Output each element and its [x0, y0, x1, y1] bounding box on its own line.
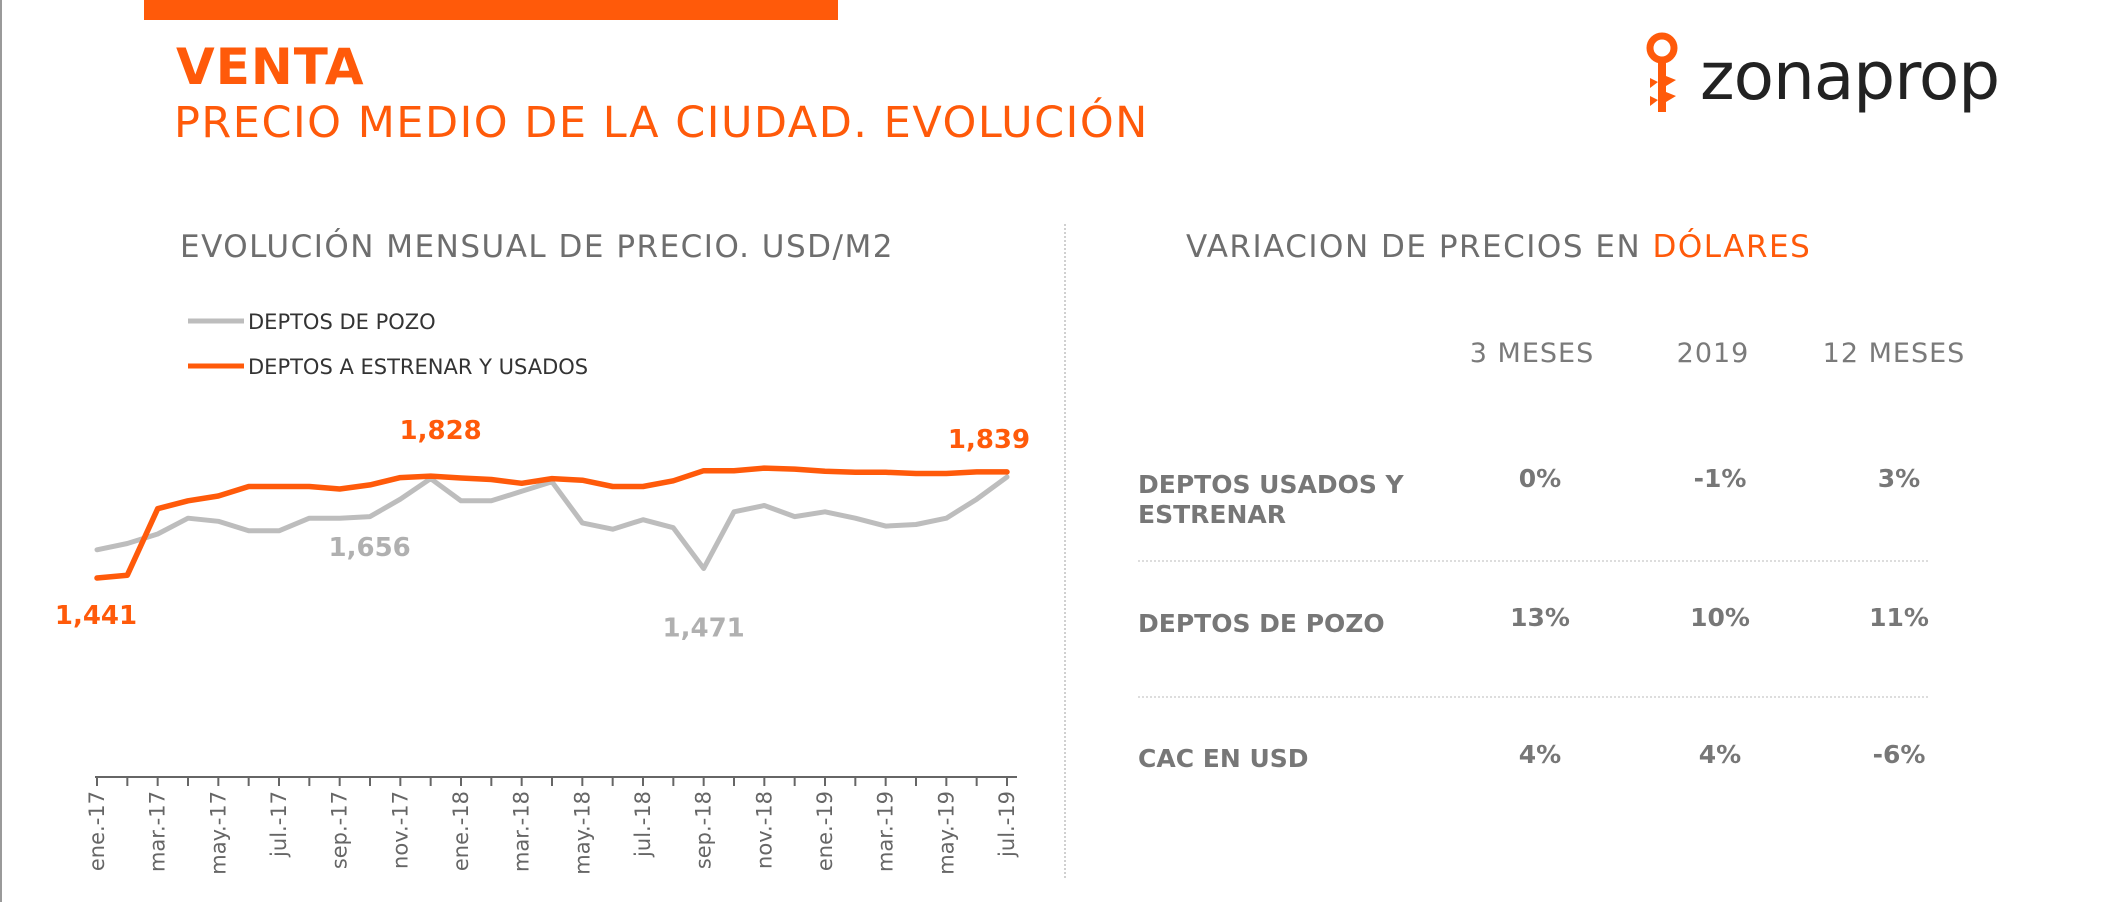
data-label: 1,828 — [400, 416, 482, 446]
x-tick-label: nov.-17 — [388, 791, 412, 869]
series-line — [94, 465, 1010, 581]
x-tick-label: jul.-19 — [995, 791, 1019, 858]
x-tick-label: nov.-18 — [752, 791, 776, 869]
table-section-title-prefix: VARIACION DE PRECIOS EN — [1186, 229, 1653, 265]
x-tick-label: ene.-17 — [85, 791, 109, 871]
x-tick-label: mar.-17 — [146, 791, 170, 872]
row-separator — [1138, 560, 1928, 562]
legend-label: DEPTOS DE POZO — [248, 310, 436, 334]
cell-usados-12m: 3% — [1877, 464, 1921, 493]
col-header-3-meses: 3 MESES — [1469, 338, 1595, 369]
page-subtitle: PRECIO MEDIO DE LA CIUDAD. EVOLUCIÓN — [174, 98, 1149, 148]
data-label: 1,839 — [948, 425, 1030, 455]
row-label-usados: DEPTOS USADOS Y ESTRENAR — [1138, 470, 1404, 529]
x-tick-label: may.-17 — [206, 791, 230, 875]
page-title: VENTA — [176, 38, 365, 96]
cell-cac-2019: 4% — [1698, 740, 1742, 769]
cell-pozo-12m: 11% — [1869, 603, 1929, 632]
x-tick-label: may.-19 — [934, 791, 958, 875]
x-tick-label: sep.-18 — [692, 791, 716, 869]
cell-usados-2019: -1% — [1693, 464, 1747, 493]
section-divider — [1064, 224, 1066, 878]
row-label-cac: CAC EN USD — [1138, 744, 1309, 773]
cell-cac-12m: -6% — [1872, 740, 1926, 769]
cell-usados-3m: 0% — [1518, 464, 1562, 493]
x-tick-label: ene.-19 — [813, 791, 837, 871]
col-header-12-meses: 12 MESES — [1822, 338, 1966, 369]
logo-wordmark: zonaprop — [1700, 38, 2000, 115]
series-line — [94, 474, 1010, 571]
cell-cac-3m: 4% — [1518, 740, 1562, 769]
cell-pozo-3m: 13% — [1510, 603, 1570, 632]
cell-pozo-2019: 10% — [1690, 603, 1750, 632]
x-tick-label: mar.-18 — [510, 791, 534, 872]
top-accent-bar — [144, 0, 838, 20]
x-tick-label: mar.-19 — [874, 791, 898, 872]
col-header-2019: 2019 — [1676, 338, 1750, 369]
table-section-title: VARIACION DE PRECIOS EN DÓLARES — [1186, 232, 1811, 263]
data-label: 1,471 — [663, 614, 745, 644]
x-tick-label: jul.-17 — [267, 791, 291, 858]
table-section-title-highlight: DÓLARES — [1652, 229, 1812, 265]
price-evolution-chart: DEPTOS DE POZO DEPTOS A ESTRENAR Y USADOS… — [55, 310, 1030, 875]
row-label-pozo: DEPTOS DE POZO — [1138, 609, 1385, 638]
data-label: 1,656 — [329, 533, 411, 563]
key-icon — [1646, 32, 1678, 112]
left-border — [0, 0, 2, 902]
data-label: 1,441 — [55, 601, 137, 631]
zonaprop-logo: zonaprop — [1640, 30, 2060, 130]
row-separator — [1138, 696, 1928, 698]
chart-section-title: EVOLUCIÓN MENSUAL DE PRECIO. USD/M2 — [180, 229, 894, 265]
x-tick-label: jul.-18 — [631, 791, 655, 858]
x-tick-label: ene.-18 — [449, 791, 473, 871]
x-tick-label: may.-18 — [570, 791, 594, 875]
x-tick-label: sep.-17 — [328, 791, 352, 869]
legend-label: DEPTOS A ESTRENAR Y USADOS — [248, 355, 588, 379]
